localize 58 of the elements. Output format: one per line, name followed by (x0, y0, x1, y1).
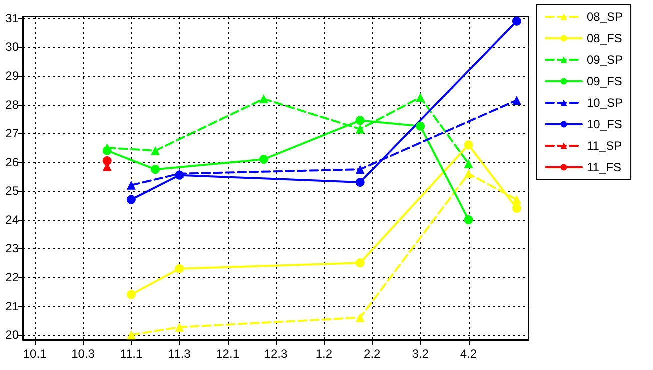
x-tick-label: 3.2 (412, 347, 430, 361)
y-tick-label: 24 (6, 212, 20, 227)
y-tick-label: 27 (6, 126, 20, 141)
point (416, 122, 426, 131)
y-tick-label: 25 (6, 184, 20, 198)
point (175, 322, 184, 332)
point (416, 93, 426, 102)
point (512, 96, 522, 105)
x-tick-label: 11.3 (168, 347, 192, 361)
y-tick-label: 23 (6, 242, 20, 256)
point (464, 159, 474, 168)
y-tick-label: 31 (6, 11, 20, 26)
legend-label: 09_FS (587, 74, 622, 88)
x-tick-label: 4.2 (460, 347, 478, 361)
legend-label: 08_SP (587, 10, 624, 24)
x-tick-label: 10.3 (72, 347, 96, 361)
point (356, 178, 365, 188)
y-tick-label: 20 (6, 328, 20, 342)
x-tick-label: 11.1 (120, 347, 143, 361)
legend-label: 11_SP (587, 139, 622, 153)
point (464, 215, 474, 224)
point (102, 146, 112, 156)
point (512, 204, 522, 213)
point (512, 16, 522, 26)
y-tick-label: 21 (6, 299, 20, 314)
point (464, 140, 474, 150)
point (151, 165, 160, 174)
point (151, 146, 160, 156)
x-tick-label: 12.1 (216, 347, 240, 361)
y-tick-label: 26 (6, 155, 20, 170)
x-tick-label: 12.3 (264, 347, 288, 361)
point (126, 180, 136, 190)
point (512, 195, 522, 204)
point (102, 156, 112, 166)
legend-label: 10_SP (587, 96, 624, 110)
point (126, 290, 136, 300)
point (356, 124, 365, 134)
legend-label: 09_SP (587, 53, 624, 67)
point (259, 155, 268, 164)
x-tick-label: 1.2 (316, 347, 333, 361)
legend-label: 08_FS (587, 32, 622, 46)
point (356, 258, 365, 268)
y-tick-label: 22 (6, 270, 20, 285)
point (126, 330, 136, 340)
point (259, 94, 268, 104)
y-tick-label: 29 (6, 69, 20, 84)
point (126, 195, 136, 204)
point (356, 313, 365, 322)
point (464, 169, 474, 178)
x-tick-label: 10.1 (23, 347, 48, 361)
point (356, 165, 365, 174)
point (356, 116, 365, 126)
y-tick-label: 30 (6, 40, 20, 54)
y-tick-label: 28 (6, 98, 20, 112)
legend-label: 10_FS (587, 118, 622, 132)
legend-label: 11_FS (587, 160, 622, 174)
x-tick-label: 2.2 (364, 347, 382, 361)
point (175, 264, 184, 274)
